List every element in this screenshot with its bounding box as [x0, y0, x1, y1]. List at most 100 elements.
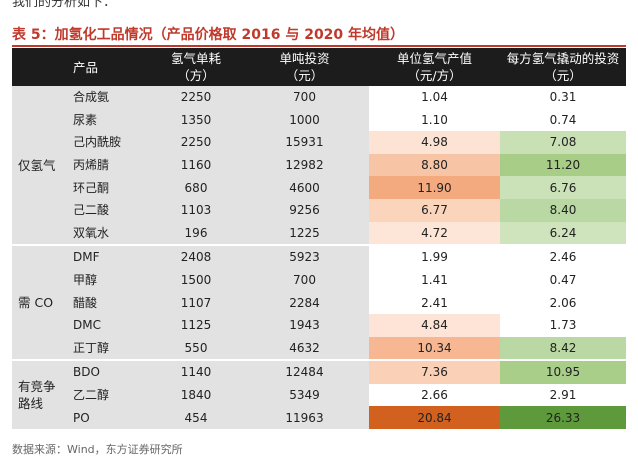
header-output-value: 单位氢气产值 （元/方）	[369, 48, 500, 86]
driven-investment-cell: 0.31	[500, 86, 626, 109]
h2-consumption-cell: 2250	[152, 131, 240, 154]
h2-consumption-cell: 680	[152, 176, 240, 199]
output-value-cell: 2.41	[369, 291, 500, 314]
driven-investment-cell: 2.46	[500, 244, 626, 269]
investment-cell: 1000	[240, 108, 369, 132]
product-cell: 乙二醇	[69, 383, 152, 407]
investment-cell: 5923	[240, 244, 369, 269]
driven-investment-cell: 10.95	[500, 359, 626, 384]
driven-investment-cell: 0.47	[500, 268, 626, 292]
investment-cell: 12484	[240, 359, 369, 384]
investment-cell: 4632	[240, 336, 369, 361]
driven-investment-cell: 2.06	[500, 291, 626, 314]
product-cell: 丙烯腈	[69, 153, 152, 177]
driven-investment-cell: 6.76	[500, 176, 626, 199]
product-cell: 甲醇	[69, 268, 152, 292]
investment-cell: 700	[240, 86, 369, 109]
table-row: 己内酰胺 2250 15931 4.98 7.08	[12, 131, 626, 154]
investment-cell: 9256	[240, 198, 369, 222]
table-row: 尿素 1350 1000 1.10 0.74	[12, 108, 626, 132]
driven-investment-cell: 0.74	[500, 108, 626, 132]
h2-consumption-cell: 1160	[152, 153, 240, 177]
hydrogen-chemicals-table: 产品 氢气单耗 （方） 单吨投资 （元） 单位氢气产值 （元/方） 每方氢气撬动的投资…	[12, 48, 626, 429]
table-row: 醋酸 1107 2284 2.41 2.06	[12, 291, 626, 314]
table-row: PO 454 11963 20.84 26.33	[12, 406, 626, 429]
output-value-cell: 1.99	[369, 244, 500, 269]
product-cell: 双氧水	[69, 221, 152, 246]
header-investment: 单吨投资 （元）	[240, 48, 369, 86]
product-cell: 环己酮	[69, 176, 152, 199]
driven-investment-cell: 26.33	[500, 406, 626, 429]
table-body: 仅氢气 合成氨 2250 700 1.04 0.31 尿素 1350 1000 1.10 0.74 己…	[12, 86, 626, 429]
table-row: 乙二醇 1840 5349 2.66 2.91	[12, 383, 626, 407]
output-value-cell: 4.72	[369, 221, 500, 246]
driven-investment-cell: 8.40	[500, 198, 626, 222]
driven-investment-cell: 1.73	[500, 313, 626, 337]
investment-cell: 4600	[240, 176, 369, 199]
h2-consumption-cell: 196	[152, 221, 240, 246]
header-h2-consumption-text: 氢气单耗 （方）	[170, 51, 221, 83]
investment-cell: 11963	[240, 406, 369, 429]
group-label: 需 CO	[12, 244, 69, 361]
header-driven-investment: 每方氢气撬动的投资 （元）	[500, 48, 626, 86]
preceding-text-fragment: 我们的分析如下：	[12, 0, 117, 10]
output-value-cell: 7.36	[369, 359, 500, 384]
table-row: 仅氢气 合成氨 2250 700 1.04 0.31	[12, 86, 626, 246]
output-value-cell: 1.41	[369, 268, 500, 292]
h2-consumption-cell: 2408	[152, 244, 240, 269]
table-row: 有竞争 路线 BDO 1140 12484 7.36 10.95	[12, 359, 626, 429]
table-row: 正丁醇 550 4632 10.34 8.42	[12, 336, 626, 361]
table-row: 环己酮 680 4600 11.90 6.76	[12, 176, 626, 199]
header-row: 产品 氢气单耗 （方） 单吨投资 （元） 单位氢气产值 （元/方） 每方氢气撬动的投资…	[12, 48, 626, 86]
header-group-blank	[12, 48, 69, 86]
output-value-cell: 1.10	[369, 108, 500, 132]
product-cell: 尿素	[69, 108, 152, 132]
investment-cell: 15931	[240, 131, 369, 154]
table-row: 双氧水 196 1225 4.72 6.24	[12, 221, 626, 246]
table-row: 甲醇 1500 700 1.41 0.47	[12, 268, 626, 292]
table-title: 表 5：加氢化工品情况（产品价格取 2016 与 2020 年均值）	[12, 27, 405, 43]
h2-consumption-cell: 1103	[152, 198, 240, 222]
product-cell: 合成氨	[69, 86, 152, 109]
h2-consumption-cell: 1140	[152, 359, 240, 384]
product-cell: 己二酸	[69, 198, 152, 222]
output-value-cell: 4.84	[369, 313, 500, 337]
investment-cell: 1225	[240, 221, 369, 246]
driven-investment-cell: 7.08	[500, 131, 626, 154]
h2-consumption-cell: 454	[152, 406, 240, 429]
table-row: 需 CO DMF 2408 5923 1.99 2.46	[12, 244, 626, 361]
product-cell: BDO	[69, 359, 152, 384]
product-cell: DMC	[69, 313, 152, 337]
h2-consumption-cell: 1500	[152, 268, 240, 292]
output-value-cell: 20.84	[369, 406, 500, 429]
output-value-cell: 8.80	[369, 153, 500, 177]
output-value-cell: 4.98	[369, 131, 500, 154]
title-divider	[12, 45, 626, 47]
driven-investment-cell: 8.42	[500, 336, 626, 361]
group-label: 有竞争 路线	[12, 359, 69, 429]
header-product: 产品	[69, 48, 152, 86]
h2-consumption-cell: 1840	[152, 383, 240, 407]
output-value-cell: 1.04	[369, 86, 500, 109]
header-driven-investment-text: 每方氢气撬动的投资 （元）	[506, 51, 620, 83]
driven-investment-cell: 6.24	[500, 221, 626, 246]
investment-cell: 1943	[240, 313, 369, 337]
investment-cell: 12982	[240, 153, 369, 177]
product-cell: 醋酸	[69, 291, 152, 314]
product-cell: DMF	[69, 244, 152, 269]
header-investment-text: 单吨投资 （元）	[279, 51, 330, 83]
h2-consumption-cell: 1350	[152, 108, 240, 132]
investment-cell: 2284	[240, 291, 369, 314]
output-value-cell: 10.34	[369, 336, 500, 361]
product-cell: PO	[69, 406, 152, 429]
source-note: 数据来源：Wind，东方证券研究所	[12, 443, 183, 456]
investment-cell: 5349	[240, 383, 369, 407]
product-cell: 己内酰胺	[69, 131, 152, 154]
h2-consumption-cell: 1107	[152, 291, 240, 314]
header-h2-consumption: 氢气单耗 （方）	[152, 48, 240, 86]
h2-consumption-cell: 550	[152, 336, 240, 361]
h2-consumption-cell: 2250	[152, 86, 240, 109]
output-value-cell: 11.90	[369, 176, 500, 199]
header-output-value-text: 单位氢气产值 （元/方）	[396, 51, 472, 83]
group-label: 仅氢气	[12, 86, 69, 246]
